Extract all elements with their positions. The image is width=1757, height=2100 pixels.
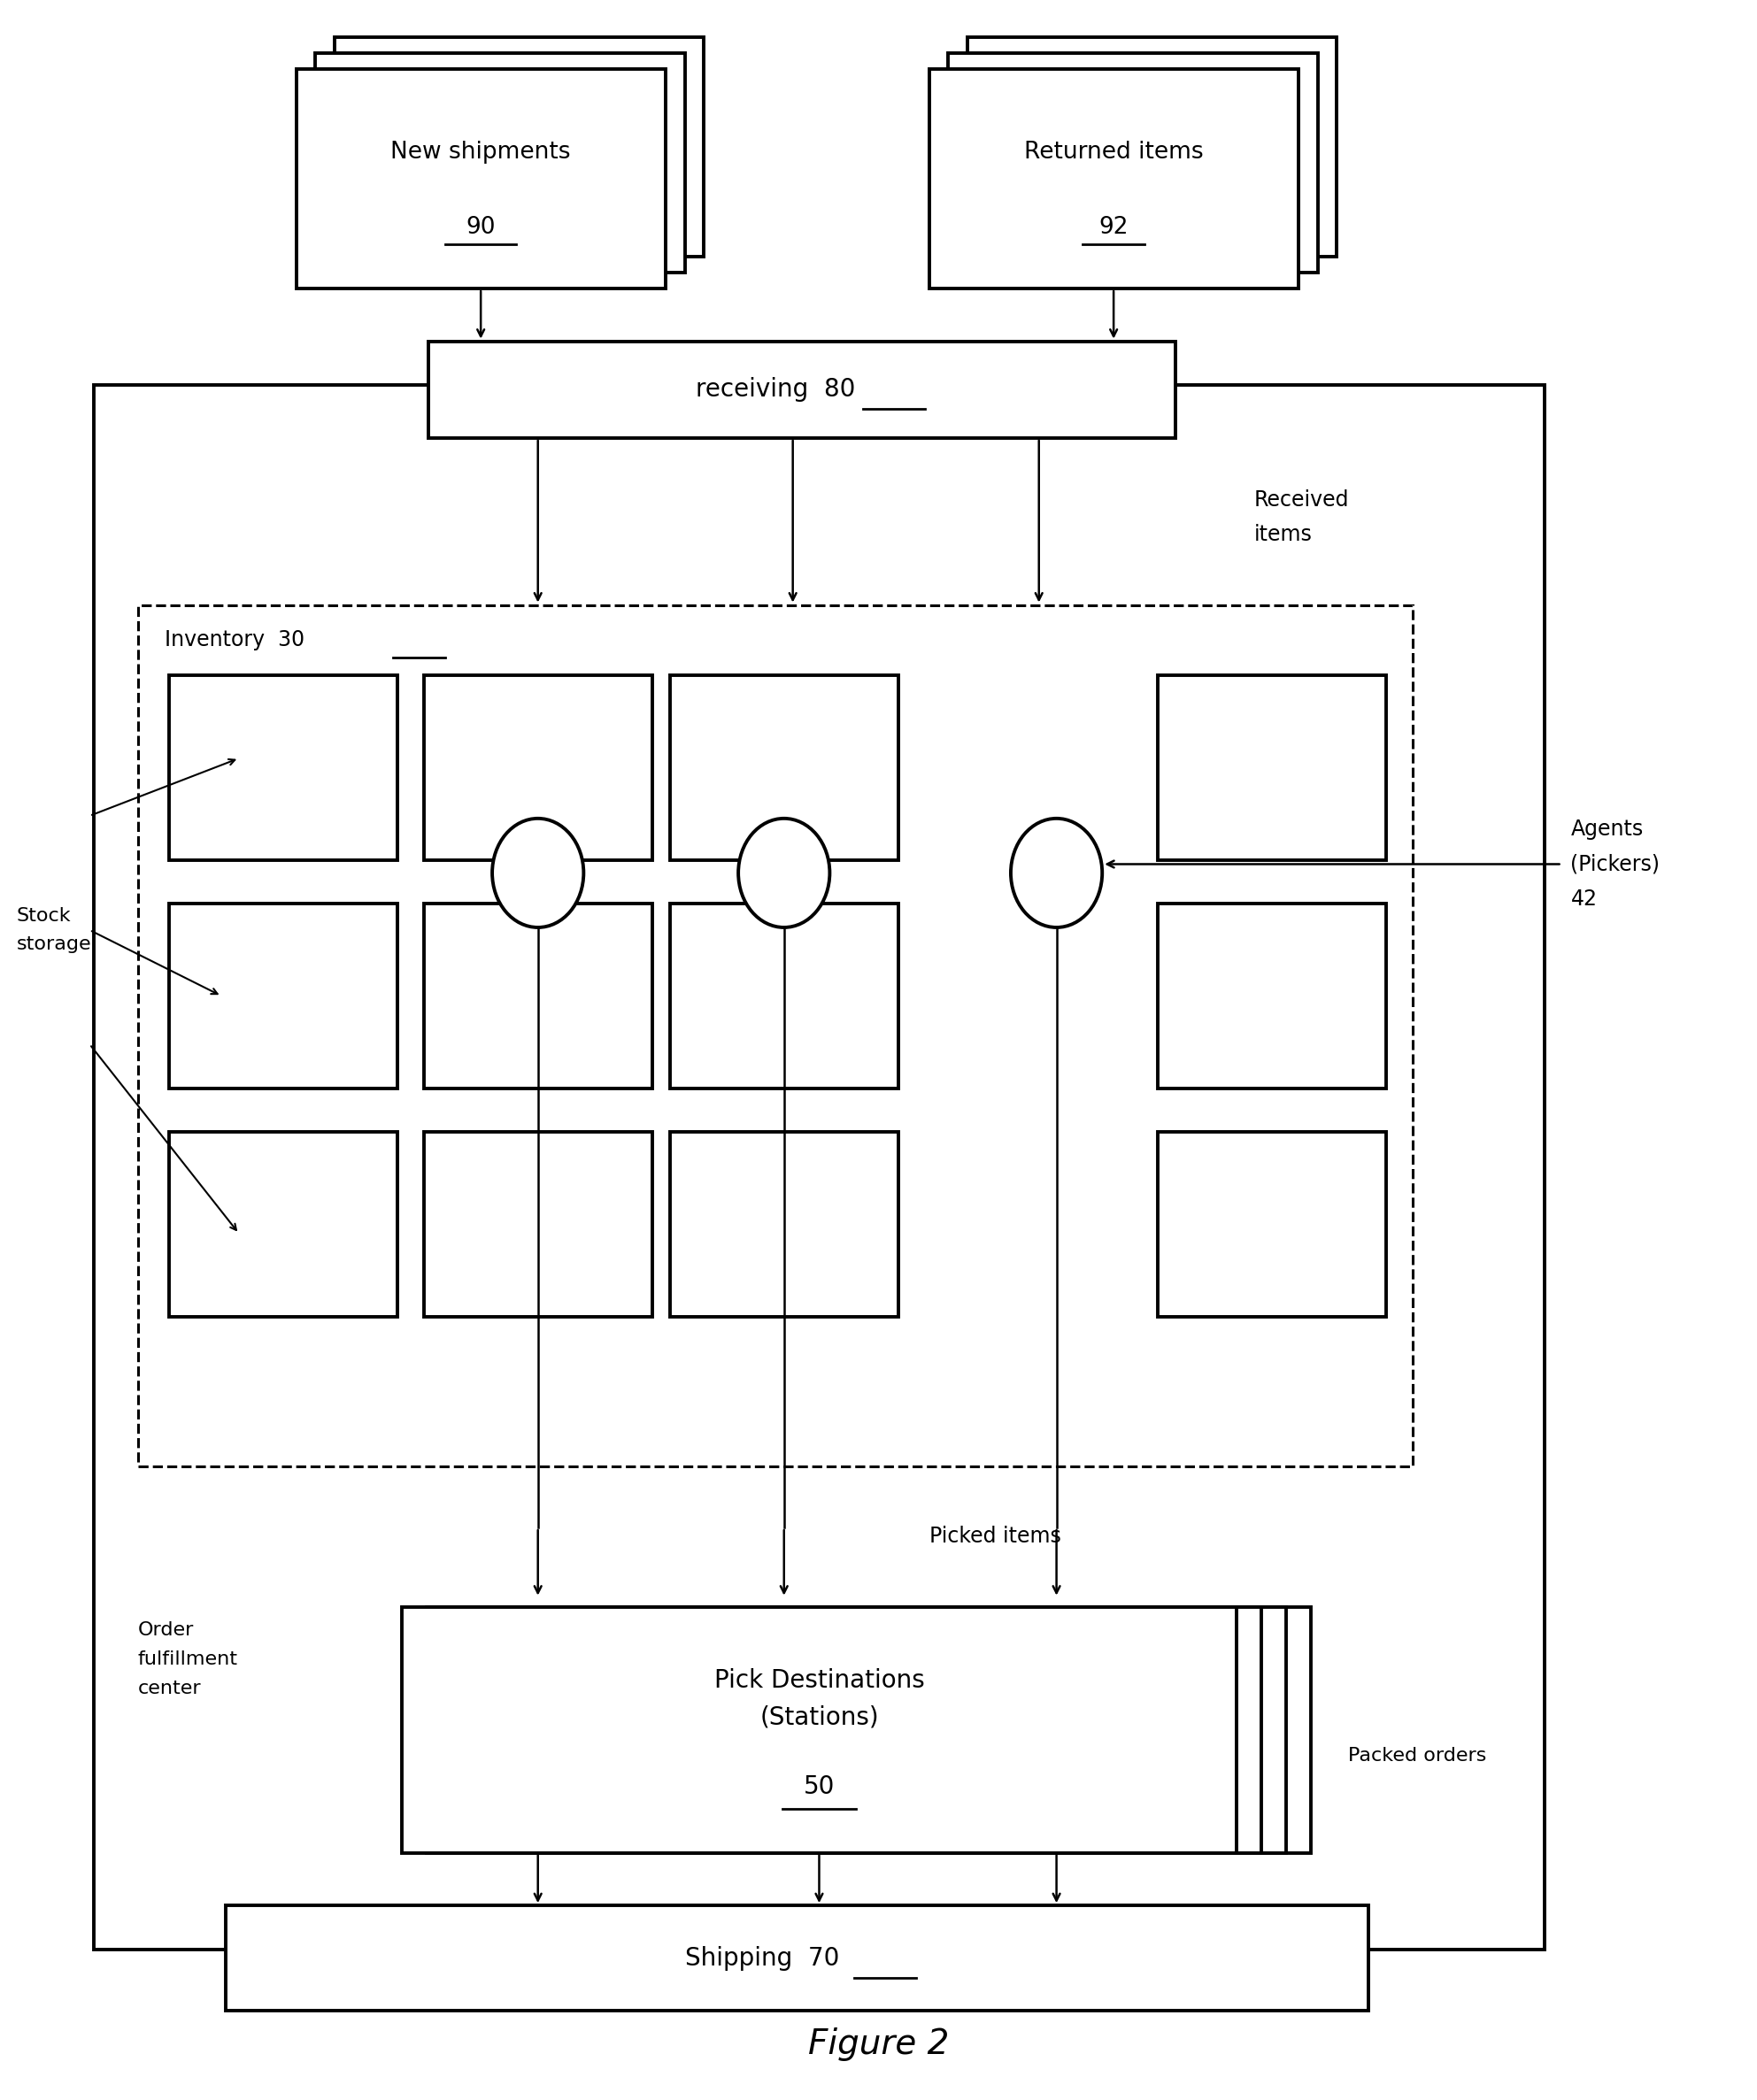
Bar xyxy=(429,342,1175,439)
Text: Returned items: Returned items xyxy=(1024,141,1204,164)
Bar xyxy=(427,1606,1262,1852)
Bar xyxy=(669,676,898,859)
Text: Agents
(Pickers)
42: Agents (Pickers) 42 xyxy=(1571,819,1660,909)
Text: receiving  80: receiving 80 xyxy=(696,378,856,401)
Bar xyxy=(949,53,1318,273)
Bar xyxy=(169,676,397,859)
Bar xyxy=(1158,903,1386,1088)
Ellipse shape xyxy=(492,819,583,928)
Ellipse shape xyxy=(1010,819,1102,928)
Text: Order
fulfillment
center: Order fulfillment center xyxy=(139,1621,237,1697)
Text: Pick Destinations
(Stations): Pick Destinations (Stations) xyxy=(713,1667,924,1730)
Text: Shipping  70: Shipping 70 xyxy=(685,1947,840,1970)
Bar xyxy=(169,1132,397,1317)
Bar xyxy=(452,1606,1286,1852)
Text: 50: 50 xyxy=(803,1774,835,1800)
Bar xyxy=(669,903,898,1088)
Text: 92: 92 xyxy=(1098,216,1128,239)
Text: Stock
storage: Stock storage xyxy=(18,907,91,953)
Bar xyxy=(402,1606,1237,1852)
Bar xyxy=(423,903,652,1088)
Bar xyxy=(476,1606,1311,1852)
Bar xyxy=(423,676,652,859)
Bar xyxy=(423,1132,652,1317)
Bar xyxy=(169,903,397,1088)
Text: New shipments: New shipments xyxy=(390,141,571,164)
Bar xyxy=(297,69,666,288)
Ellipse shape xyxy=(738,819,829,928)
Bar xyxy=(669,1132,898,1317)
Bar xyxy=(139,605,1413,1466)
Bar xyxy=(1158,1132,1386,1317)
Bar xyxy=(336,38,705,256)
Text: Packed orders: Packed orders xyxy=(1348,1747,1486,1764)
Text: 90: 90 xyxy=(466,216,495,239)
Bar xyxy=(968,38,1337,256)
Text: Figure 2: Figure 2 xyxy=(808,2026,949,2060)
Bar xyxy=(316,53,685,273)
Bar xyxy=(227,1905,1369,2012)
Text: Inventory  30: Inventory 30 xyxy=(165,630,304,651)
Text: Received
items: Received items xyxy=(1254,489,1349,546)
Bar xyxy=(95,384,1544,1949)
Bar xyxy=(929,69,1298,288)
Bar xyxy=(1158,676,1386,859)
Text: Picked items: Picked items xyxy=(929,1527,1061,1548)
